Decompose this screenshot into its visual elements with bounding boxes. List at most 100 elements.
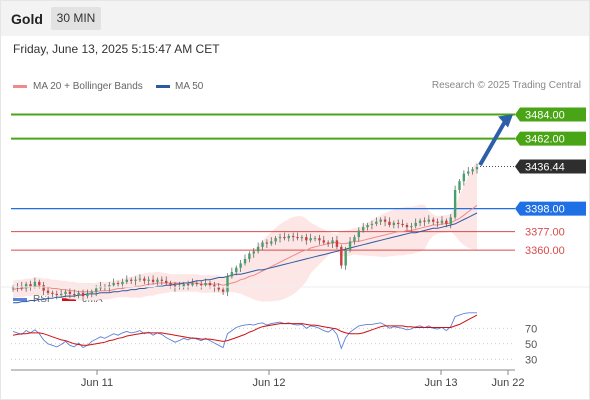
level-label-3436.44: 3436.44 [525, 162, 565, 174]
candle-body [217, 287, 220, 290]
rsi-tick-30: 30 [525, 354, 537, 366]
candle-body [410, 226, 413, 228]
candle-body [291, 235, 295, 238]
level-tag-3398.00 [515, 201, 586, 216]
candle-body [77, 292, 80, 296]
candle-body [11, 287, 15, 289]
ma9-legend-swatch [62, 298, 76, 301]
projection-arrow [478, 120, 507, 167]
candle-body [370, 223, 374, 226]
rsi-line [12, 312, 477, 350]
candle-body [300, 237, 304, 239]
candle-body [129, 279, 133, 281]
candle-body [191, 283, 194, 286]
candle-body [383, 219, 387, 222]
candle-body [24, 284, 28, 289]
candle-body [392, 222, 396, 226]
projection-arrowhead [498, 114, 513, 128]
rsi-ma9-line [12, 314, 478, 346]
candle-body [59, 293, 63, 296]
candle-body [287, 235, 290, 239]
candle-body [248, 253, 251, 259]
candle-body [423, 220, 426, 222]
credit-text: Research © 2025 Trading Central [431, 80, 581, 91]
candle-body [151, 279, 155, 282]
candle-body [169, 283, 172, 286]
candle-body [156, 279, 159, 282]
candle-body [252, 251, 255, 254]
candle-body [357, 230, 361, 238]
candle-body [94, 288, 98, 292]
level-label-3484.00: 3484.00 [525, 110, 565, 122]
rsi-tick-50: 50 [525, 339, 537, 351]
ma50-legend-swatch [156, 85, 170, 88]
candle-body [42, 285, 45, 291]
candle-body [182, 284, 185, 287]
chart-datetime: Friday, June 13, 2025 5:15:47 AM CET [13, 42, 220, 56]
candle-body [361, 227, 365, 231]
candle-body [200, 284, 203, 286]
candle-body [326, 242, 330, 244]
candle-body [467, 171, 470, 174]
candle-body [453, 190, 457, 218]
candle-body [46, 290, 50, 293]
candle-body [414, 222, 417, 227]
rsi-legend-swatch [13, 298, 27, 301]
instrument-title: Gold [11, 11, 43, 27]
candle-body [331, 240, 334, 244]
candle-body [432, 219, 435, 222]
candle-body [73, 293, 76, 296]
candle-body [112, 283, 115, 286]
candle-body [226, 276, 229, 292]
candle-body [427, 219, 431, 222]
candle-body [318, 238, 321, 241]
candle-body [195, 283, 199, 285]
level-label-3398.00: 3398.00 [525, 204, 565, 216]
x-tick-label-Jun 11: Jun 11 [81, 377, 113, 389]
candle-body [462, 173, 466, 182]
candle-body [116, 283, 120, 285]
candle-body [51, 292, 54, 294]
candle-body [388, 221, 391, 226]
rsi-tick-70: 70 [525, 323, 537, 335]
candle-body [344, 250, 347, 266]
ma20-legend-label: MA 20 + Bollinger Bands [33, 81, 143, 92]
candle-body [213, 285, 216, 288]
candle-body [55, 293, 58, 296]
candle-body [81, 292, 85, 297]
candle-body [449, 217, 452, 224]
candle-body [265, 242, 269, 244]
level-label-3360.00: 3360.00 [525, 245, 565, 257]
candle-body [305, 237, 308, 241]
candle-body [29, 284, 32, 287]
candle-body [33, 281, 37, 287]
candle-body [208, 283, 212, 286]
candle-body [143, 278, 146, 281]
ma50-line [13, 212, 478, 304]
candle-body [340, 246, 343, 266]
candle-body [436, 221, 439, 223]
candle-body [121, 281, 124, 285]
candle-body [261, 242, 264, 247]
header-bar: Gold 30 MIN [0, 0, 590, 36]
candle-body [471, 169, 474, 172]
candle-body [256, 246, 260, 252]
level-tag-3484.00 [515, 107, 586, 122]
timeframe-selector[interactable]: 30 MIN [51, 7, 101, 30]
candle-body [221, 289, 225, 292]
level-tag-3462.00 [515, 131, 586, 146]
candle-body [186, 284, 190, 286]
candle-body [270, 241, 273, 244]
candle-body [243, 258, 247, 264]
candle-body [38, 281, 41, 286]
level-label-3377.00: 3377.00 [525, 227, 565, 239]
candle-body [283, 237, 286, 239]
candle-body [296, 237, 299, 239]
candle-body [366, 225, 369, 228]
candle-body [353, 237, 356, 242]
candle-body [445, 220, 448, 224]
candle-body [278, 237, 282, 239]
candle-body [322, 240, 325, 243]
candle-body [64, 291, 67, 294]
